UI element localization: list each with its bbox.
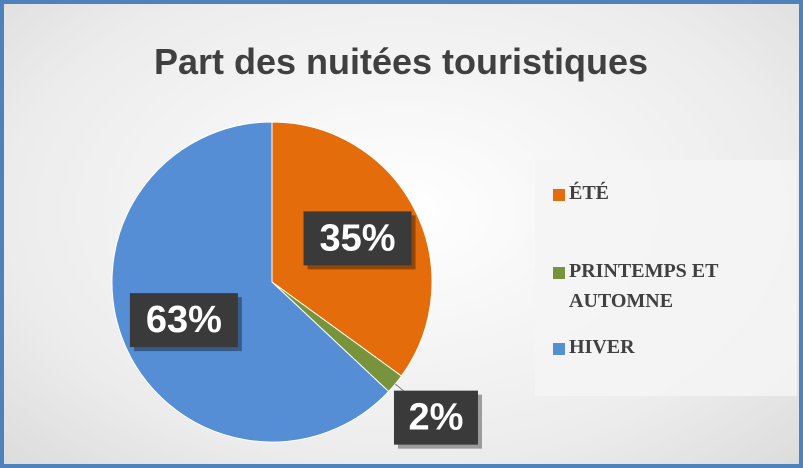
legend-label: HIVER	[569, 336, 635, 358]
data-label: 63%	[146, 299, 222, 341]
data-label: 35%	[320, 217, 396, 259]
label-box	[303, 211, 412, 266]
label-box	[393, 390, 478, 445]
legend-swatch	[553, 343, 565, 355]
data-label: 2%	[409, 397, 464, 439]
legend-entry: ÉTÉ	[547, 178, 803, 208]
label-box	[129, 293, 238, 348]
pie-slice	[111, 121, 390, 443]
chart: Part des nuitées touristiques 35% 2% 63%	[111, 41, 648, 449]
legend-swatch	[553, 189, 565, 201]
legend: ÉTÉ PRINTEMPS ET AUTOMNE HIVER	[535, 160, 797, 396]
legend-swatch	[553, 267, 565, 279]
chart-title: Part des nuitées touristiques	[154, 41, 648, 82]
legend-label: ÉTÉ	[569, 182, 610, 204]
legend-entry: HIVER	[547, 332, 803, 362]
legend-entry: PRINTEMPS ET AUTOMNE	[547, 256, 803, 316]
legend-label: PRINTEMPS ET AUTOMNE	[569, 260, 719, 312]
